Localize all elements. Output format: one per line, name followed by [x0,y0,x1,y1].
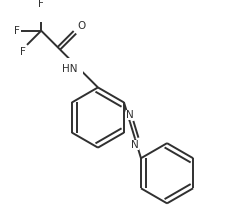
Text: N: N [126,110,134,120]
Text: N: N [131,140,139,151]
Text: F: F [20,47,26,57]
Text: F: F [14,26,20,36]
Text: F: F [38,0,44,9]
Text: HN: HN [62,64,78,74]
Text: O: O [77,21,85,31]
